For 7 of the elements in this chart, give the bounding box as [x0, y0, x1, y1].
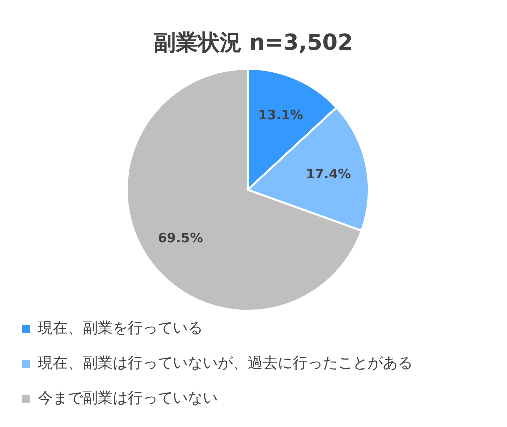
chart-title: 副業状況 n=3,502 [154, 31, 354, 56]
legend-label: 今まで副業は行っていない [38, 389, 218, 407]
legend-label: 現在、副業は行っていないが、過去に行ったことがある [38, 354, 413, 372]
data-label: 13.1% [258, 108, 304, 124]
legend-label: 現在、副業を行っている [38, 319, 203, 337]
data-label: 69.5% [158, 231, 204, 246]
data-label: 17.4% [306, 168, 352, 183]
